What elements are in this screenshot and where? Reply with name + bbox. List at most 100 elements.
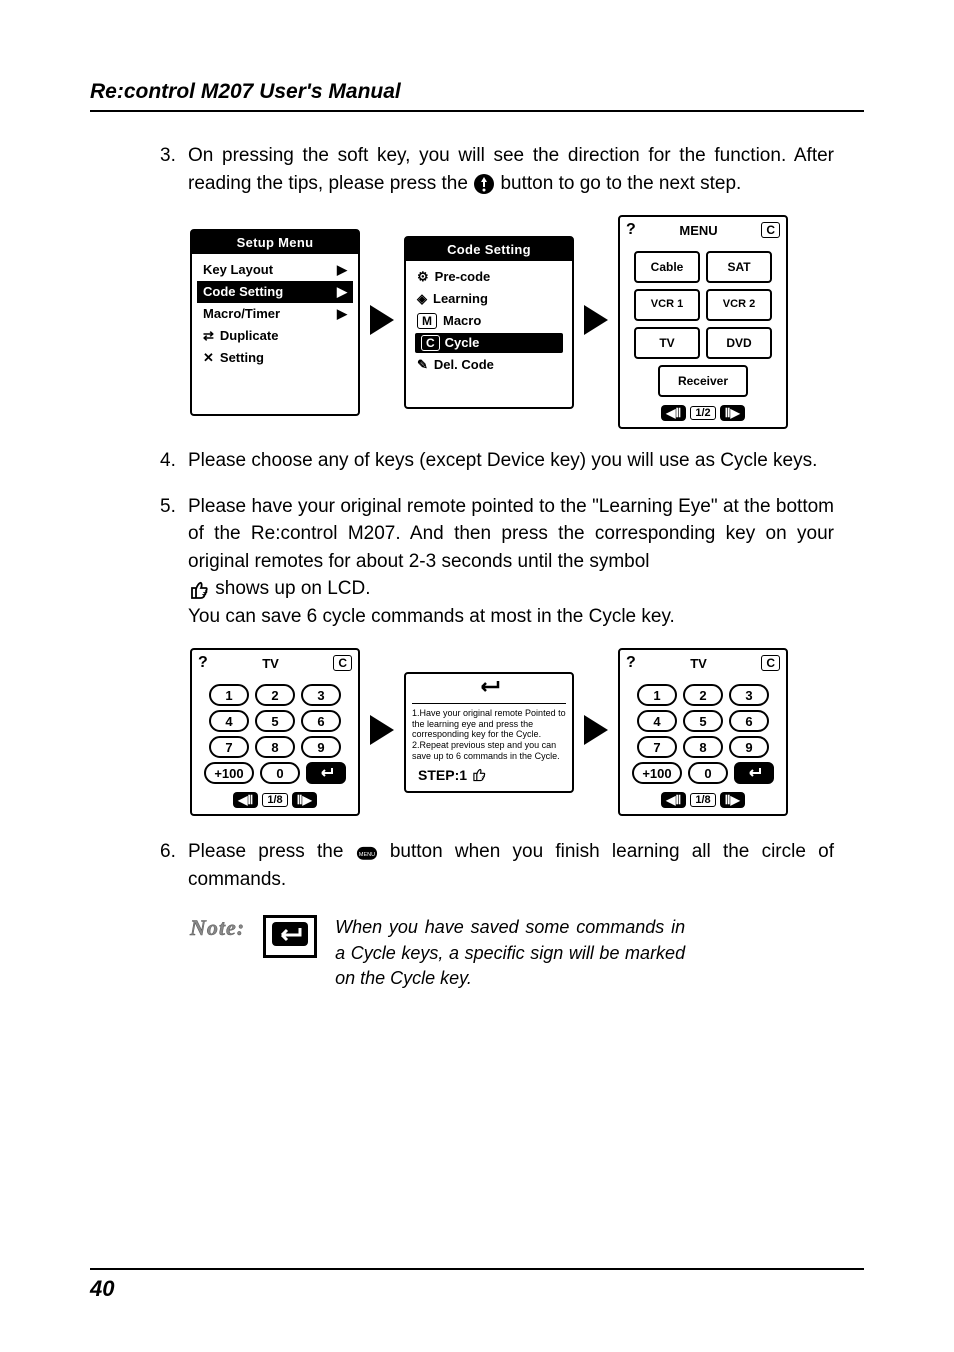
menu-item-delcode: ✎Del. Code <box>411 354 567 376</box>
menu-item-duplicate: ⇄Duplicate <box>197 325 353 347</box>
menu-item-cycle: CCycle <box>415 333 563 353</box>
key-0: 0 <box>688 762 728 784</box>
screen-keypad-b: ? TV C 123 456 789 +1000 ◀Ⅱ 1/8 Ⅱ▶ <box>618 648 788 816</box>
nav-bar: ◀Ⅱ 1/8 Ⅱ▶ <box>192 790 358 814</box>
info-text-1: 1.Have your original remote Pointed to t… <box>412 708 566 740</box>
list-number: 5. <box>160 493 188 631</box>
device-tv: TV <box>634 327 700 359</box>
key-4: 4 <box>209 710 249 732</box>
text: You can save 6 cycle commands at most in… <box>188 606 675 627</box>
m-icon: M <box>417 313 437 329</box>
nav-bar: ◀Ⅱ 1/2 Ⅱ▶ <box>620 403 786 427</box>
key-2: 2 <box>683 684 723 706</box>
nav-next-icon: Ⅱ▶ <box>292 792 317 808</box>
figure-cycle-flow: ? TV C 123 456 789 +1000 ◀Ⅱ 1/8 Ⅱ▶ 1.Hav… <box>190 648 864 816</box>
nav-bar: ◀Ⅱ 1/8 Ⅱ▶ <box>620 790 786 814</box>
nav-prev-icon: ◀Ⅱ <box>233 792 258 808</box>
nav-next-icon: Ⅱ▶ <box>720 792 745 808</box>
key-8: 8 <box>683 736 723 758</box>
nav-page: 1/8 <box>262 793 287 807</box>
key-plus100: +100 <box>632 762 682 784</box>
menu-item-macrotimer: Macro/Timer▶ <box>197 303 353 325</box>
key-6: 6 <box>301 710 341 732</box>
question-icon: ? <box>626 221 636 239</box>
screen-top-bar: ? TV C <box>192 650 358 678</box>
gear-icon: ⚙ <box>417 269 429 285</box>
text: Please press the <box>188 841 356 862</box>
nav-prev-icon: ◀Ⅱ <box>661 792 686 808</box>
device-vcr2: VCR 2 <box>706 289 772 321</box>
tools-icon: ✕ <box>203 350 214 366</box>
diamond-icon: ◈ <box>417 291 427 307</box>
text: shows up on LCD. <box>215 578 370 599</box>
eraser-icon: ✎ <box>417 357 428 373</box>
list-body: Please choose any of keys (except Device… <box>188 447 834 475</box>
screen-keypad-a: ? TV C 123 456 789 +1000 ◀Ⅱ 1/8 Ⅱ▶ <box>190 648 360 816</box>
device-vcr1: VCR 1 <box>634 289 700 321</box>
menu-item-precode: ⚙Pre-code <box>411 266 567 288</box>
menu-item-keylayout: Key Layout▶ <box>197 259 353 281</box>
step-label: STEP:1 <box>418 767 467 783</box>
thumbs-up-icon <box>471 766 487 785</box>
list-item-3: 3. On pressing the soft key, you will se… <box>160 142 834 197</box>
key-8: 8 <box>255 736 295 758</box>
figure-setup-flow: Setup Menu Key Layout▶ Code Setting▶ Mac… <box>190 215 864 429</box>
key-5: 5 <box>683 710 723 732</box>
list-body: On pressing the soft key, you will see t… <box>188 142 834 197</box>
arrow-right-icon <box>582 713 610 752</box>
page-header: Re:control M207 User's Manual <box>90 80 864 112</box>
key-3: 3 <box>301 684 341 706</box>
list-number: 4. <box>160 447 188 475</box>
screen-top-bar: ? TV C <box>620 650 786 678</box>
key-7: 7 <box>637 736 677 758</box>
menu-list: ⚙Pre-code ◈Learning MMacro CCycle ✎Del. … <box>406 261 572 407</box>
c-icon: C <box>761 655 780 671</box>
menu-item-setting: ✕Setting <box>197 347 353 369</box>
key-plus100: +100 <box>204 762 254 784</box>
key-4: 4 <box>637 710 677 732</box>
list-number: 3. <box>160 142 188 197</box>
list-body: Please have your original remote pointed… <box>188 493 834 631</box>
screen-device-select: ? MENU C Cable SAT VCR 1 VCR 2 TV DVD Re… <box>618 215 788 429</box>
list-item-6: 6. Please press the MENU button when you… <box>160 838 834 893</box>
menu-item-macro: MMacro <box>411 310 567 332</box>
screen-title: Setup Menu <box>192 231 358 254</box>
c-icon: C <box>333 655 352 671</box>
info-text-2: 2.Repeat previous step and you can save … <box>412 740 566 762</box>
device-dvd: DVD <box>706 327 772 359</box>
thumbs-up-icon <box>188 578 210 600</box>
key-5: 5 <box>255 710 295 732</box>
question-icon: ? <box>198 654 208 672</box>
page: Re:control M207 User's Manual 3. On pres… <box>0 0 954 1051</box>
direction-button-icon <box>473 173 495 195</box>
key-enter-marked <box>734 762 774 784</box>
screen-setup-menu: Setup Menu Key Layout▶ Code Setting▶ Mac… <box>190 229 360 416</box>
key-6: 6 <box>729 710 769 732</box>
list-item-5: 5. Please have your original remote poin… <box>160 493 834 631</box>
key-9: 9 <box>729 736 769 758</box>
text: button to go to the next step. <box>500 173 741 194</box>
note-block: Note: When you have saved some commands … <box>190 915 864 991</box>
c-icon: C <box>421 335 440 351</box>
keypad: 123 456 789 +1000 <box>620 678 786 790</box>
key-1: 1 <box>637 684 677 706</box>
note-text: When you have saved some commands in a C… <box>335 915 685 991</box>
menu-button-icon: MENU <box>356 841 378 863</box>
list-number: 6. <box>160 838 188 893</box>
arrow-right-icon <box>582 303 610 342</box>
device-grid: Cable SAT VCR 1 VCR 2 TV DVD Receiver <box>620 245 786 403</box>
nav-next-icon: Ⅱ▶ <box>720 405 745 421</box>
screen-code-setting: Code Setting ⚙Pre-code ◈Learning MMacro … <box>404 236 574 409</box>
menu-label: MENU <box>679 223 717 238</box>
device-receiver: Receiver <box>658 365 748 397</box>
page-number: 40 <box>90 1276 864 1302</box>
key-7: 7 <box>209 736 249 758</box>
text: Please have your original remote pointed… <box>188 496 834 572</box>
key-0: 0 <box>260 762 300 784</box>
tv-label: TV <box>262 656 279 671</box>
arrow-right-icon <box>368 303 396 342</box>
key-9: 9 <box>301 736 341 758</box>
nav-prev-icon: ◀Ⅱ <box>661 405 686 421</box>
svg-text:MENU: MENU <box>359 852 375 858</box>
nav-page: 1/8 <box>690 793 715 807</box>
